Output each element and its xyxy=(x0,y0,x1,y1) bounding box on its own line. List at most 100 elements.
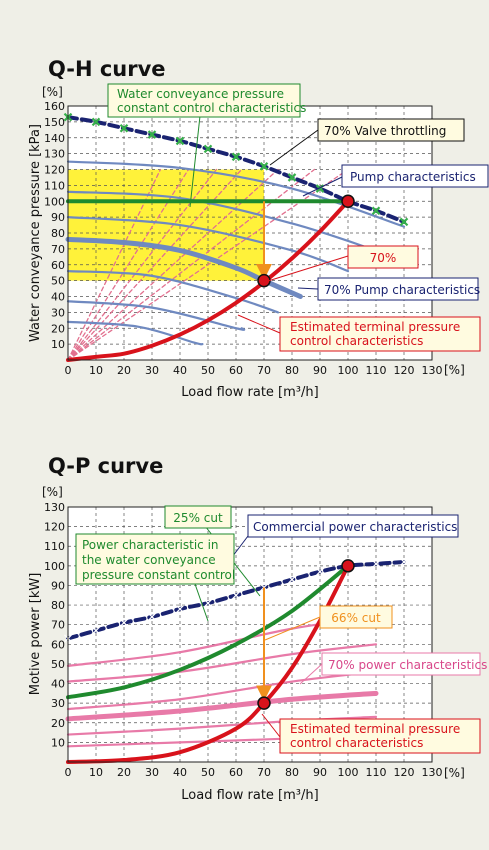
qh-x-tick-label: 110 xyxy=(366,364,387,377)
qp-data-point xyxy=(372,559,380,568)
qp-y-ticks: 10 20 30 40 50 60 70 80 90 100 110 120 130 xyxy=(44,501,65,749)
qp-x-tick-label: 30 xyxy=(145,766,159,779)
qh-x-tick-label: 40 xyxy=(173,364,187,377)
qh-data-point xyxy=(147,130,157,139)
qh-series-5-line xyxy=(66,190,378,252)
qp-y-label: Motive power [kW] xyxy=(28,573,43,696)
qh-y-tick-label: 150 xyxy=(44,116,65,129)
qp-callout-commercial: Commercial power characteristics xyxy=(219,514,459,574)
qh-x-tick-label: 80 xyxy=(285,364,299,377)
qh-x-tick-label: 0 xyxy=(65,364,72,377)
qp-x-tick-label: 120 xyxy=(394,766,415,779)
qp-frame xyxy=(67,506,433,763)
qp-data-point xyxy=(176,605,184,613)
qh-data-point xyxy=(119,123,129,133)
qp-x-label: Load flow rate [m³/h] xyxy=(181,788,318,803)
qp-y-unit: [%] xyxy=(42,485,63,499)
qp-data-point xyxy=(148,612,156,621)
qp-y-tick-label: 50 xyxy=(51,658,65,671)
qp-series-3-line xyxy=(65,690,379,722)
qp-y-tick-label: 90 xyxy=(51,579,65,592)
qh-x-tick-label: 130 xyxy=(422,364,443,377)
qp-x-tick-label: 80 xyxy=(285,766,299,779)
qh-x-tick-label: 10 xyxy=(89,364,103,377)
qh-x-unit: [%] xyxy=(444,363,465,377)
qh-callout-pump: Pump characteristics xyxy=(302,164,489,197)
qh-x-tick-label: 90 xyxy=(313,364,327,377)
qp-y-tick-label: 30 xyxy=(51,697,65,710)
qp-x-tick-label: 110 xyxy=(366,766,387,779)
qh-series-9-line xyxy=(66,320,204,346)
qh-y-tick-label: 80 xyxy=(51,227,65,240)
qh-y-tick-label: 40 xyxy=(51,291,65,304)
qh-callout-70: 70% xyxy=(267,245,419,282)
qh-operating-point-0 xyxy=(341,194,355,208)
qh-x-tick-label: 50 xyxy=(201,364,215,377)
qh-callout-valve-throttling: 70% Valve throttling xyxy=(269,118,465,166)
qh-title: Q-H curve xyxy=(48,57,166,81)
qp-y-tick-label: 20 xyxy=(51,717,65,730)
qp-data-point xyxy=(400,557,408,566)
qp-y-tick-label: 10 xyxy=(51,736,65,749)
qp-x-tick-label: 50 xyxy=(201,766,215,779)
qp-callout-commercial-text: Commercial power characteristics xyxy=(253,520,457,534)
qp-y-tick-label: 120 xyxy=(44,521,65,534)
qp-callout-25-cut-text: 25% cut xyxy=(173,511,223,525)
qh-y-tick-label: 90 xyxy=(51,211,65,224)
qp-y-tick-label: 40 xyxy=(51,678,65,691)
qp-y-tick-label: 80 xyxy=(51,599,65,612)
qh-callout-constant-line1: Water conveyance pressure xyxy=(117,87,284,101)
qh-y-tick-label: 60 xyxy=(51,259,65,272)
qp-series-5-line xyxy=(66,643,378,683)
qh-data-point xyxy=(203,144,213,154)
qh-series-7-line xyxy=(66,270,280,314)
qh-y-tick-label: 140 xyxy=(44,132,65,145)
qh-data-point xyxy=(91,117,101,127)
qh-series-13-line xyxy=(67,168,243,361)
qh-callout-70-text: 70% xyxy=(370,251,397,265)
qp-series-7-line xyxy=(66,715,378,736)
qh-x-tick-label: 100 xyxy=(338,364,359,377)
qp-callout-power-constant: Power characteristic in the water convey… xyxy=(75,533,235,622)
qp-title: Q-P curve xyxy=(48,454,163,478)
qh-series-layer xyxy=(63,112,409,362)
qh-data-point xyxy=(259,162,269,171)
qh-y-tick-label: 30 xyxy=(51,306,65,319)
qh-data-point xyxy=(175,136,185,146)
qh-series-6-line xyxy=(66,216,350,273)
qh-y-tick-label: 50 xyxy=(51,275,65,288)
qp-series-2-line xyxy=(66,563,350,700)
qp-y-tick-label: 130 xyxy=(44,501,65,514)
qp-x-tick-label: 60 xyxy=(229,766,243,779)
qh-callout-valve-text: 70% Valve throttling xyxy=(324,124,446,138)
qp-y-tick-label: 60 xyxy=(51,638,65,651)
qp-callout-66-cut-text: 66% cut xyxy=(331,611,381,625)
qh-series-4-line xyxy=(66,160,406,228)
qh-y-label: Water conveyance pressure [kPa] xyxy=(28,124,43,342)
qp-callout-70-power: 70% power characteristics xyxy=(299,652,487,685)
qp-series-6-line xyxy=(66,670,378,711)
qh-series-14-line xyxy=(67,168,279,361)
qh-y-tick-label: 160 xyxy=(44,100,65,113)
qp-x-tick-label: 20 xyxy=(117,766,131,779)
qh-y-tick-label: 10 xyxy=(51,338,65,351)
qp-x-tick-label: 10 xyxy=(89,766,103,779)
qp-series-1-line xyxy=(66,563,350,764)
qh-callout-70-pump: 70% Pump characteristics xyxy=(297,277,480,301)
qp-chart: Q-P curve [%] 10203040506070809010011012… xyxy=(28,454,487,803)
qp-x-ticks: 0 10 20 30 40 50 60 70 80 90 100 110 120 130 xyxy=(65,766,443,779)
qh-data-point xyxy=(371,206,381,216)
qh-x-tick-label: 30 xyxy=(145,364,159,377)
qh-y-tick-label: 130 xyxy=(44,148,65,161)
qp-callout-terminal: Estimated terminal pressure control char… xyxy=(261,713,481,754)
qp-callout-terminal-line1: Estimated terminal pressure xyxy=(290,722,460,736)
qp-callout-power-line2: the water conveyance xyxy=(82,553,216,567)
qh-series-1-line xyxy=(66,199,350,362)
qh-x-tick-label: 70 xyxy=(257,364,271,377)
qp-operating-point-1 xyxy=(257,696,271,710)
qh-series-12-line xyxy=(67,168,218,361)
qp-callout-power-line1: Power characteristic in xyxy=(82,538,219,552)
qh-data-point xyxy=(399,217,409,227)
qh-series-8-line xyxy=(66,300,246,331)
